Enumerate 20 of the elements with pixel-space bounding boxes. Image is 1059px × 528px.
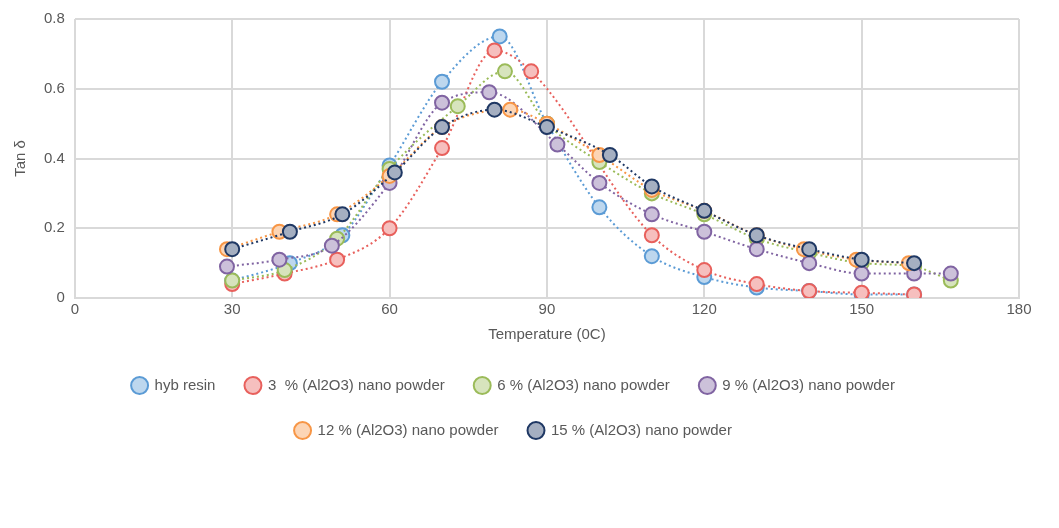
legend-label: 15 % (Al2O3) nano powder [551,420,732,438]
x-tick-label: 180 [1006,300,1032,318]
y-tick-label: 0.2 [43,218,65,236]
x-tick-label: 90 [538,300,556,318]
x-tick-label: 120 [691,300,717,318]
y-tick-label: 0 [56,288,65,306]
y-axis-title: Tan δ [11,140,29,177]
legend-label: 6 % (Al2O3) nano powder [497,375,670,393]
y-tick-label: 0.8 [43,9,65,27]
x-tick-label: 0 [70,300,80,318]
x-axis-title: Temperature (0C) [488,325,606,343]
y-tick-label: 0.6 [43,78,65,96]
legend-label: 9 % (Al2O3) nano powder [722,375,895,393]
legend-label: hyb resin [154,375,216,393]
legend-label: 12 % (Al2O3) nano powder [317,420,499,438]
legend-label: 3 % (Al2O3) nano powder [267,375,445,393]
x-tick-label: 150 [849,300,875,318]
x-tick-label: 30 [223,300,241,318]
x-tick-label: 60 [381,300,398,318]
y-tick-label: 0.4 [43,148,65,166]
